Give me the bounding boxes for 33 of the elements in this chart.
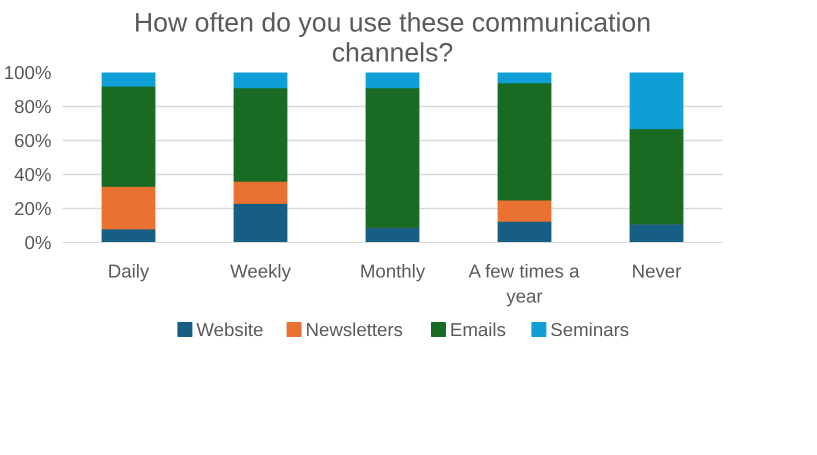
- bar: [630, 223, 684, 242]
- chart-title: How often do you use these communication channels?: [134, 8, 652, 68]
- bar: [234, 72, 288, 88]
- bar: [498, 72, 552, 84]
- legend-label: Newsletters: [306, 319, 403, 340]
- bar: [366, 72, 420, 88]
- bar: [498, 200, 552, 222]
- y-tick-label: 100%: [4, 62, 52, 83]
- bar: [366, 87, 420, 228]
- bar: [498, 220, 552, 242]
- legend-label: Emails: [450, 319, 506, 340]
- bar: [234, 87, 288, 182]
- bar: [630, 72, 684, 130]
- x-tick-label: A few times a year: [468, 260, 580, 307]
- bar: [498, 82, 552, 200]
- bar: [366, 226, 420, 242]
- x-tick-label: Never: [632, 260, 682, 282]
- x-tick-label: Daily: [108, 260, 150, 282]
- bar: [234, 180, 288, 204]
- legend-label: Seminars: [550, 319, 630, 340]
- bar: [102, 72, 156, 87]
- y-tick-label: 80%: [14, 96, 52, 117]
- y-tick-label: 20%: [14, 198, 52, 219]
- bar: [234, 202, 288, 242]
- x-tick-label: Monthly: [360, 260, 426, 282]
- bar: [102, 186, 156, 230]
- x-tick-label: Weekly: [230, 260, 292, 282]
- y-tick-label: 0%: [24, 232, 52, 253]
- y-tick-label: 40%: [14, 164, 52, 185]
- bar: [102, 86, 156, 187]
- legend-label: Website: [196, 319, 264, 340]
- bar: [630, 128, 684, 224]
- y-tick-label: 60%: [14, 130, 52, 151]
